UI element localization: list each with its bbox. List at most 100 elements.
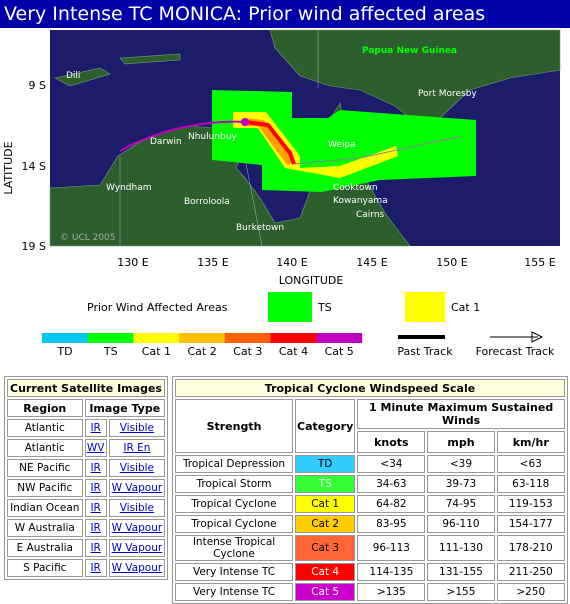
column-header: 1 Minute Maximum Sustained Winds	[357, 399, 565, 429]
forecast-track-key	[490, 331, 544, 343]
unit-header: knots	[357, 431, 426, 453]
place: Cairns	[356, 210, 385, 220]
region: Atlantic	[7, 419, 83, 437]
lon-tick: 155 E	[524, 256, 555, 269]
strength: Tropical Cyclone	[175, 515, 294, 533]
strength: Tropical Storm	[175, 475, 294, 493]
place: Wyndham	[106, 183, 151, 193]
scale-label: Cat 5	[325, 345, 354, 358]
cell: Visible	[108, 459, 165, 477]
image-link[interactable]: Visible	[119, 422, 155, 434]
image-link[interactable]: IR	[90, 462, 101, 474]
row: NE Pacific IR Visible	[7, 459, 165, 477]
wind-speed: 131-155	[427, 563, 495, 581]
unit-header: mph	[427, 431, 495, 453]
wind-speed: 39-73	[427, 475, 495, 493]
category: TD	[295, 455, 356, 473]
lon-tick: 135 E	[197, 256, 228, 269]
wind-speed: >135	[357, 583, 426, 601]
place: Cooktown	[333, 183, 378, 193]
image-link[interactable]: IR	[90, 542, 101, 554]
wind-speed: <63	[496, 455, 565, 473]
place: Dili	[66, 71, 80, 81]
row: Tropical Cyclone Cat 1 64-82 74-95 119-153	[175, 495, 565, 513]
row: Very Intense TC Cat 4 114-135 131-155 211-25…	[175, 563, 565, 581]
cell: W Vapour	[108, 559, 165, 577]
place-labels: Dili Papua New Guinea Port Moresby Darwi…	[60, 46, 477, 243]
image-link[interactable]: IR	[90, 522, 101, 534]
scale-table: Tropical Cyclone Windspeed Scale Strength…	[172, 376, 568, 604]
lon-tick: 145 E	[356, 256, 387, 269]
wind-speed: 96-113	[357, 535, 426, 561]
row: NW Pacific IR W Vapour	[7, 479, 165, 497]
wind-speed: <39	[427, 455, 495, 473]
y-axis-label: LATITUDE	[2, 141, 15, 194]
image-link[interactable]: Visible	[119, 462, 155, 474]
strength: Intense Tropical Cyclone	[175, 535, 294, 561]
row: Tropical Cyclone Cat 2 83-95 96-110 154-177	[175, 515, 565, 533]
image-link[interactable]: W Vapour	[111, 482, 163, 494]
column-header: Strength	[175, 399, 294, 453]
image-link[interactable]: IR	[90, 422, 101, 434]
cell: W Vapour	[108, 519, 165, 537]
cell: IR	[84, 479, 107, 497]
strength: Very Intense TC	[175, 563, 294, 581]
lon-tick: 140 E	[276, 256, 307, 269]
region: Atlantic	[7, 439, 83, 457]
row: Strength Category 1 Minute Maximum Sustain…	[175, 399, 565, 453]
credit: © UCL 2005	[60, 233, 116, 243]
cell: IR	[84, 419, 107, 437]
image-link[interactable]: W Vapour	[111, 562, 163, 574]
wind-speed: 114-135	[357, 563, 426, 581]
row: Tropical Storm TS 34-63 39-73 63-118	[175, 475, 565, 493]
image-link[interactable]: IR	[90, 482, 101, 494]
region: Indian Ocean	[7, 499, 83, 517]
wind-speed: 119-153	[496, 495, 565, 513]
wind-speed: 74-95	[427, 495, 495, 513]
row: knots mph km/hr	[175, 431, 565, 453]
unit-header: km/hr	[496, 431, 565, 453]
ts-swatch	[268, 292, 312, 322]
column-header: Region	[7, 399, 83, 417]
scale-label: Cat 1	[142, 345, 171, 358]
table-title: Current Satellite Images	[7, 379, 165, 397]
row: Tropical Depression TD <34 <39 <63	[175, 455, 565, 473]
image-link[interactable]: Visible	[119, 502, 155, 514]
image-link[interactable]: W Vapour	[111, 522, 163, 534]
image-link[interactable]: IR	[90, 562, 101, 574]
region: NW Pacific	[7, 479, 83, 497]
cell: Visible	[108, 419, 165, 437]
row: Region Image Type	[7, 399, 165, 417]
wind-speed: 83-95	[357, 515, 426, 533]
row: Very Intense TC Cat 5 >135 >155 >250	[175, 583, 565, 601]
page-title: Very Intense TC MONICA: Prior wind affec…	[0, 0, 570, 28]
lon-tick: 130 E	[117, 256, 148, 269]
image-link[interactable]: WV	[86, 442, 105, 454]
past-track	[244, 120, 296, 165]
scale-label: TS	[103, 345, 118, 358]
category: Cat 4	[295, 563, 356, 581]
cell: IR En	[108, 439, 165, 457]
image-link[interactable]: IR	[90, 502, 101, 514]
row: Tropical Cyclone Windspeed Scale	[175, 379, 565, 397]
image-link[interactable]: W Vapour	[111, 542, 163, 554]
cell: IR	[84, 559, 107, 577]
satellite-table: Current Satellite Images Region Image Type…	[4, 376, 168, 580]
cell: IR	[84, 539, 107, 557]
lon-tick: 150 E	[436, 256, 467, 269]
place: Weipa	[328, 140, 356, 150]
cell: W Vapour	[108, 479, 165, 497]
image-link[interactable]: IR En	[123, 442, 151, 454]
place: Burketown	[236, 223, 284, 233]
past-track-early	[119, 120, 246, 152]
wind-speed: 111-130	[427, 535, 495, 561]
row: E Australia IR W Vapour	[7, 539, 165, 557]
legend-label: Forecast Track	[476, 345, 555, 358]
lat-tick: 9 S	[29, 79, 46, 92]
wind-speed: 211-250	[496, 563, 565, 581]
cell: W Vapour	[108, 539, 165, 557]
place: Papua New Guinea	[362, 46, 457, 56]
row: Atlantic IR Visible	[7, 419, 165, 437]
wind-speed: <34	[357, 455, 426, 473]
